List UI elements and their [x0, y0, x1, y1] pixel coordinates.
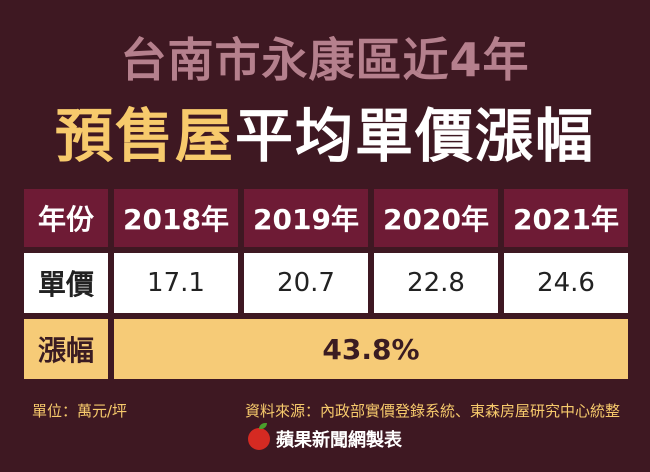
brand-text: 蘋果新聞網製表 [276, 430, 402, 451]
header-cell-2021: 2021年 [504, 189, 628, 247]
change-row-label: 漲幅 [24, 319, 108, 379]
price-cell-2021: 24.6 [504, 253, 628, 313]
change-value: 43.8% [114, 319, 628, 379]
table-row: 單價 17.1 20.7 22.8 24.6 [24, 253, 628, 313]
apple-logo-icon [248, 423, 270, 450]
price-cell-2018: 17.1 [114, 253, 238, 313]
title-rest: 平均單價漲幅 [235, 102, 596, 170]
table-row: 漲幅 43.8% [24, 319, 628, 379]
price-cell-2019: 20.7 [244, 253, 368, 313]
header-cell-2020: 2020年 [374, 189, 498, 247]
title-line-2: 預售屋平均單價漲幅 [0, 100, 650, 172]
source-note: 資料來源：內政部實價登錄系統、東森房屋研究中心統整 [244, 402, 620, 420]
header-cell-2018: 2018年 [114, 189, 238, 247]
header-cell-2019: 2019年 [244, 189, 368, 247]
unit-note: 單位：萬元/坪 [32, 402, 128, 420]
header-cell-label: 年份 [24, 189, 108, 247]
price-row-label: 單價 [24, 253, 108, 313]
price-table: 年份 2018年 2019年 2020年 2021年 單價 17.1 20.7 … [18, 183, 634, 385]
title-accent: 預售屋 [54, 102, 235, 170]
brand-credit: 蘋果新聞網製表 [0, 423, 650, 454]
price-cell-2020: 22.8 [374, 253, 498, 313]
table-header-row: 年份 2018年 2019年 2020年 2021年 [24, 189, 628, 247]
title-line-1: 台南市永康區近4年 [120, 33, 530, 87]
